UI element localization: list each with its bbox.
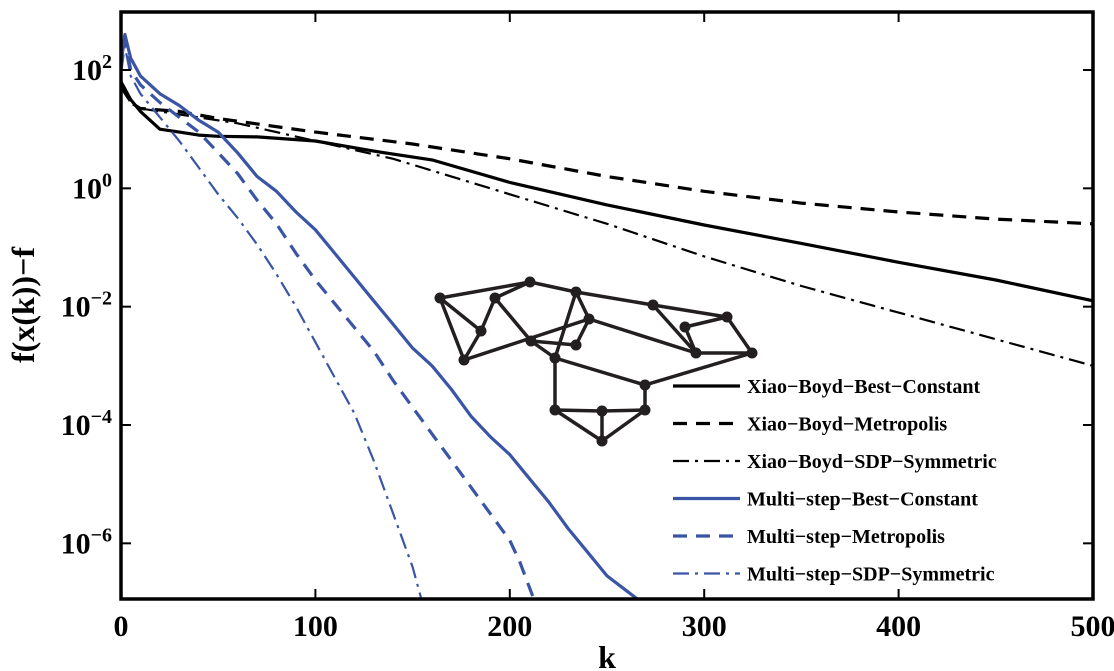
- y-tick-label: 102: [72, 51, 112, 87]
- inset-node: [549, 404, 561, 416]
- y-tick-label: 10−2: [61, 288, 112, 324]
- legend-label-4: Multi−step−Metropolis: [747, 526, 945, 548]
- inset-edge: [600, 408, 647, 443]
- y-axis-label: f(x(k))−f: [5, 247, 41, 363]
- inset-node: [679, 321, 691, 333]
- x-tick-label: 0: [114, 610, 129, 643]
- x-tick-label: 300: [682, 610, 727, 643]
- inset-edge: [575, 290, 654, 307]
- legend-label-5: Multi−step−SDP−Symmetric: [747, 564, 995, 586]
- x-axis-label: k: [598, 639, 616, 671]
- inset-edge: [644, 351, 753, 387]
- plot-frame: [119, 10, 1095, 601]
- series-line-4: [121, 38, 536, 599]
- inset-edge: [554, 408, 603, 413]
- inset-node: [690, 347, 702, 359]
- inset-node: [639, 379, 651, 391]
- series-layer: [121, 32, 1093, 599]
- legend: Xiao−Boyd−Best−Constant Xiao−Boyd−Metropo…: [673, 376, 997, 586]
- inset-edge: [684, 315, 728, 329]
- inset-edge: [601, 408, 646, 413]
- series-line-5: [121, 45, 423, 599]
- inset-edge: [652, 303, 728, 319]
- inset-edge: [725, 316, 754, 354]
- inset-node: [596, 405, 608, 417]
- inset-edge: [588, 317, 697, 355]
- inset-edge: [651, 303, 698, 355]
- inset-node: [549, 352, 561, 364]
- legend-label-1: Xiao−Boyd−Metropolis: [747, 414, 947, 436]
- inset-edge: [438, 297, 466, 361]
- inset-edge: [554, 356, 646, 387]
- inset-edge: [530, 339, 577, 347]
- inset-node: [434, 292, 446, 304]
- inset-node: [458, 354, 470, 366]
- x-tick-label: 100: [293, 610, 338, 643]
- x-tick-label: 400: [876, 610, 921, 643]
- inset-node: [583, 313, 595, 325]
- legend-label-3: Multi−step−Best−Constant: [747, 489, 978, 511]
- inset-node: [525, 335, 537, 347]
- inset-node: [570, 286, 582, 298]
- y-tick-label: 10−4: [61, 406, 112, 442]
- inset-node: [596, 435, 608, 447]
- series-line-1: [121, 84, 1093, 226]
- y-tick-label: 10−6: [61, 524, 112, 560]
- inset-node: [746, 347, 758, 359]
- inset-edge: [553, 291, 578, 359]
- inset-node: [647, 299, 659, 311]
- inset-node: [524, 276, 536, 288]
- inset-node: [721, 311, 733, 323]
- x-tick-label: 200: [487, 610, 532, 643]
- inset-edge: [529, 280, 577, 294]
- inset-node: [489, 292, 501, 304]
- inset-edge: [493, 296, 533, 343]
- inset-edge: [439, 280, 531, 300]
- inset-node: [639, 404, 651, 416]
- inset-network-graph: [434, 276, 758, 447]
- inset-edge: [494, 280, 531, 300]
- legend-label-2: Xiao−Boyd−SDP−Symmetric: [747, 451, 997, 473]
- tick-marks: [120, 12, 1094, 599]
- inset-edge: [479, 297, 497, 332]
- y-tick-label: 100: [72, 169, 112, 205]
- inset-node: [475, 325, 487, 337]
- series-line-0: [121, 81, 1093, 303]
- inset-node: [570, 339, 582, 351]
- series-line-3: [121, 32, 641, 599]
- legend-label-0: Xiao−Boyd−Best−Constant: [747, 376, 980, 398]
- inset-edge: [438, 296, 483, 333]
- inset-edge: [554, 408, 603, 443]
- inset-edge: [462, 330, 483, 361]
- tick-labels: 0 100 200 300 400 500 102 100 10−2 10−4 10−6: [61, 51, 1114, 643]
- x-tick-label: 500: [1071, 610, 1114, 643]
